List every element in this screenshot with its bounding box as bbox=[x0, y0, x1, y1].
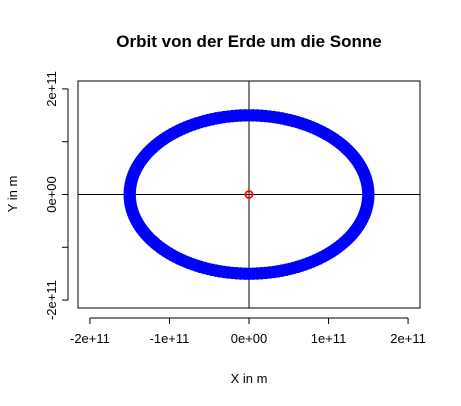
x-tick-label: -1e+11 bbox=[150, 331, 190, 346]
y-axis: -2e+11 0e+00 2e+11 bbox=[44, 71, 68, 320]
y-tick-label: 0e+00 bbox=[44, 176, 59, 213]
x-axis-label: X in m bbox=[231, 371, 268, 386]
x-tick-label: 0e+00 bbox=[231, 331, 268, 346]
x-axis: -2e+11 -1e+11 0e+00 1e+11 2e+11 bbox=[70, 318, 426, 346]
x-tick-label: 1e+11 bbox=[311, 331, 347, 346]
y-tick-label: 2e+11 bbox=[44, 71, 59, 107]
x-tick-label: 2e+11 bbox=[390, 331, 426, 346]
x-tick-label: -2e+11 bbox=[70, 331, 110, 346]
y-tick-label: -2e+11 bbox=[44, 280, 59, 320]
y-axis-label: Y in m bbox=[5, 176, 20, 213]
chart-title: Orbit von der Erde um die Sonne bbox=[116, 32, 381, 51]
